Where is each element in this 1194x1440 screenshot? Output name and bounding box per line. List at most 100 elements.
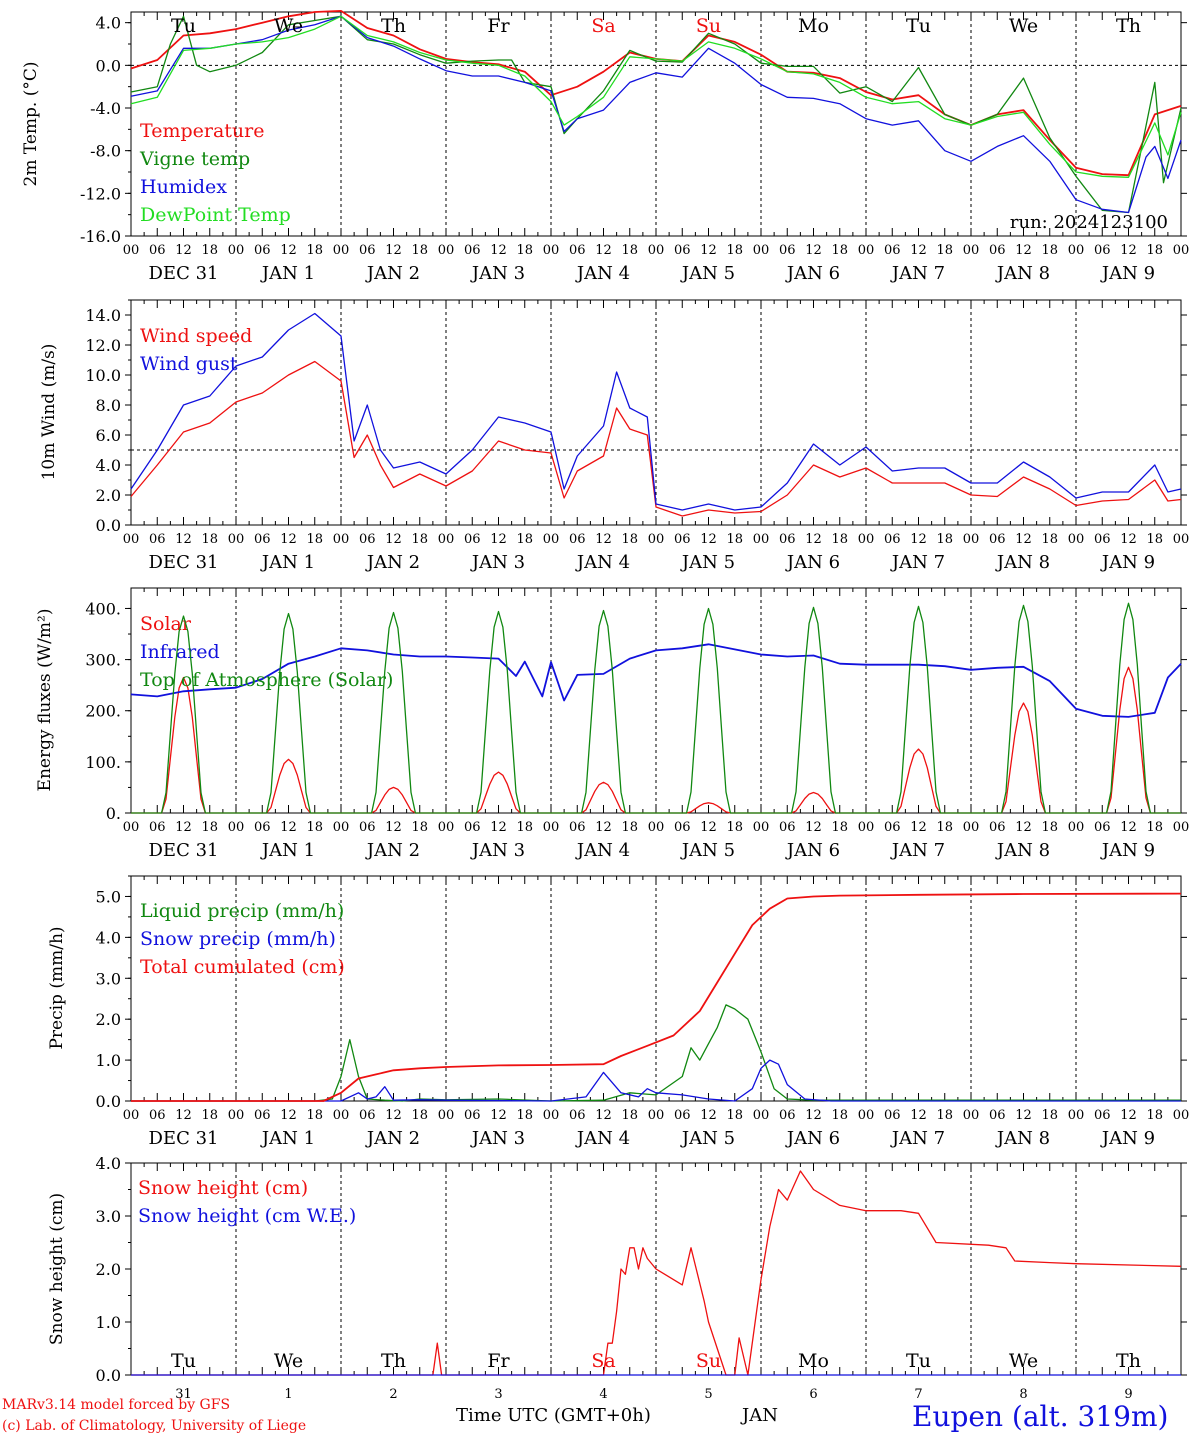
panel-3-y-tick-label: 300.	[85, 651, 121, 670]
day-number-label: 6	[809, 1387, 817, 1402]
panel-3-hour-tick-label: 00	[858, 820, 875, 835]
panel-1-hour-tick-label: 18	[621, 243, 638, 258]
panel-3-hour-tick-label: 12	[280, 820, 297, 835]
panel-5-y-tick-label: 4.0	[96, 1154, 121, 1173]
panel-1-hour-tick-label: 00	[333, 243, 350, 258]
panel-4-y-tick-label: 3.0	[96, 969, 121, 988]
panel-4-y-axis-label: Precip (mm/h)	[47, 926, 67, 1049]
panel-3-hour-tick-label: 18	[621, 820, 638, 835]
panel-1-y-tick-label: -4.0	[90, 99, 121, 118]
panel-4-hour-tick-label: 18	[726, 1108, 743, 1123]
panel-1-hour-tick-label: 06	[464, 243, 481, 258]
panel-3-hour-tick-label: 12	[175, 820, 192, 835]
panel-2-y-tick-label: 2.0	[96, 486, 121, 505]
weekday-label-bottom: Fr	[487, 1350, 510, 1372]
panel-4-series-total-cumulated-cm-	[131, 892, 1182, 1102]
panel-1-hour-tick-label: 12	[490, 243, 507, 258]
panel-4-hour-tick-label: 06	[779, 1108, 796, 1123]
panel-4-hour-tick-label: 18	[831, 1108, 848, 1123]
panel-5-y-tick-label: 1.0	[96, 1313, 121, 1332]
panel-2-y-tick-label: 10.0	[85, 366, 121, 385]
panel-5-y-tick-label: 0.0	[96, 1366, 121, 1385]
panel-3-hour-tick-label: 06	[464, 820, 481, 835]
panel-4-hour-tick-label: 00	[333, 1108, 350, 1123]
panel-2-hour-tick-label: 00	[333, 532, 350, 547]
panel-1-hour-tick-label: 18	[936, 243, 953, 258]
panel-2-hour-tick-label: 12	[910, 532, 927, 547]
panel-1-date-label: JAN 1	[260, 263, 315, 284]
panel-2-hour-tick-label: 12	[805, 532, 822, 547]
panel-1-hour-tick-label: 18	[726, 243, 743, 258]
panel-2-y-tick-label: 14.0	[85, 306, 121, 325]
panel-2-hour-tick-label: 18	[306, 532, 323, 547]
panel-1-legend-temperature: Temperature	[140, 120, 264, 142]
panel-1-hour-tick-label: 18	[516, 243, 533, 258]
panel-4-hour-tick-label: 06	[149, 1108, 166, 1123]
panel-2-hour-tick-label: 12	[385, 532, 402, 547]
panel-3-hour-tick-label: 18	[411, 820, 428, 835]
panel-1-hour-tick-label: 00	[963, 243, 980, 258]
panel-3-date-label: JAN 1	[260, 840, 315, 861]
panel-2-hour-tick-label: 00	[543, 532, 560, 547]
panel-1-legend-humidex: Humidex	[140, 176, 227, 198]
panel-3-hour-tick-label: 18	[936, 820, 953, 835]
panel-1-hour-tick-label: 12	[910, 243, 927, 258]
panel-5-legend-snow-height-cm-: Snow height (cm)	[138, 1177, 308, 1199]
panel-3-hour-tick-label: 12	[490, 820, 507, 835]
panel-4-hour-tick-label: 12	[595, 1108, 612, 1123]
panel-2-hour-tick-label: 00	[648, 532, 665, 547]
panel-1-hour-tick-label: 12	[805, 243, 822, 258]
panel-2-hour-tick-label: 18	[831, 532, 848, 547]
panel-4-hour-tick-label: 00	[228, 1108, 245, 1123]
panel-2-y-axis-label: 10m Wind (m/s)	[39, 344, 59, 481]
panel-3-hour-tick-label: 00	[438, 820, 455, 835]
panel-4-series-liquid-precip-mm-h-	[131, 1004, 1181, 1102]
panel-1-hour-tick-label: 00	[1173, 243, 1190, 258]
panel-4-hour-tick-label: 00	[858, 1108, 875, 1123]
panel-3-hour-tick-label: 06	[1094, 820, 1111, 835]
panel-1-y-tick-label: -16.0	[80, 227, 121, 246]
panel-1-date-label: JAN 4	[575, 263, 630, 284]
panel-4-hour-tick-label: 00	[1068, 1108, 1085, 1123]
panel-1-date-label: JAN 6	[785, 263, 840, 284]
panel-2-hour-tick-label: 06	[989, 532, 1006, 547]
panel-3-hour-tick-label: 06	[989, 820, 1006, 835]
panel-4-legend-liquid-precip-mm-h-: Liquid precip (mm/h)	[140, 900, 344, 922]
panel-1-hour-tick-label: 00	[1068, 243, 1085, 258]
panel-1-hour-tick-label: 18	[1146, 243, 1163, 258]
panel-4-hour-tick-label: 06	[1094, 1108, 1111, 1123]
panel-2-hour-tick-label: 00	[1173, 532, 1190, 547]
panel-4-hour-tick-label: 12	[280, 1108, 297, 1123]
panel-4-hour-tick-label: 06	[254, 1108, 271, 1123]
weekday-label-top: Su	[696, 15, 721, 37]
weekday-label-bottom: Th	[1116, 1350, 1141, 1372]
panel-3-hour-tick-label: 18	[831, 820, 848, 835]
panel-1-legend-dewpoint-temp: DewPoint Temp	[140, 204, 291, 226]
panel-3-hour-tick-label: 06	[569, 820, 586, 835]
panel-3-hour-tick-label: 12	[805, 820, 822, 835]
panel-4-hour-tick-label: 06	[674, 1108, 691, 1123]
panel-2-legend-wind-gust: Wind gust	[140, 353, 238, 375]
panel-4-hour-tick-label: 00	[963, 1108, 980, 1123]
panel-3-legend-top-of-atmosphere-solar-: Top of Atmosphere (Solar)	[140, 669, 393, 691]
panel-1-frame	[130, 11, 1182, 237]
panel-2-date-label: JAN 4	[575, 552, 630, 573]
panel-1-hour-tick-label: 00	[123, 243, 140, 258]
weekday-label-bottom: Tu	[171, 1350, 196, 1372]
x-axis-label: Time UTC (GMT+0h)	[456, 1405, 651, 1426]
panel-1-date-label: JAN 2	[365, 263, 420, 284]
panel-2-hour-tick-label: 06	[149, 532, 166, 547]
panel-2-hour-tick-label: 00	[438, 532, 455, 547]
panel-4-hour-tick-label: 12	[1120, 1108, 1137, 1123]
panel-3-hour-tick-label: 18	[201, 820, 218, 835]
panel-4-date-label: JAN 5	[680, 1128, 735, 1149]
day-number-label: 2	[389, 1387, 397, 1402]
panel-2-hour-tick-label: 18	[201, 532, 218, 547]
panel-1-series-dewpoint-temp	[130, 15, 1182, 178]
panel-3-date-label: JAN 7	[890, 840, 945, 861]
panel-3-date-label: JAN 6	[785, 840, 840, 861]
panel-3-hour-tick-label: 18	[1146, 820, 1163, 835]
day-number-label: 7	[914, 1387, 922, 1402]
panel-1-hour-tick-label: 12	[175, 243, 192, 258]
footer-lab: (c) Lab. of Climatology, University of L…	[2, 1418, 307, 1434]
